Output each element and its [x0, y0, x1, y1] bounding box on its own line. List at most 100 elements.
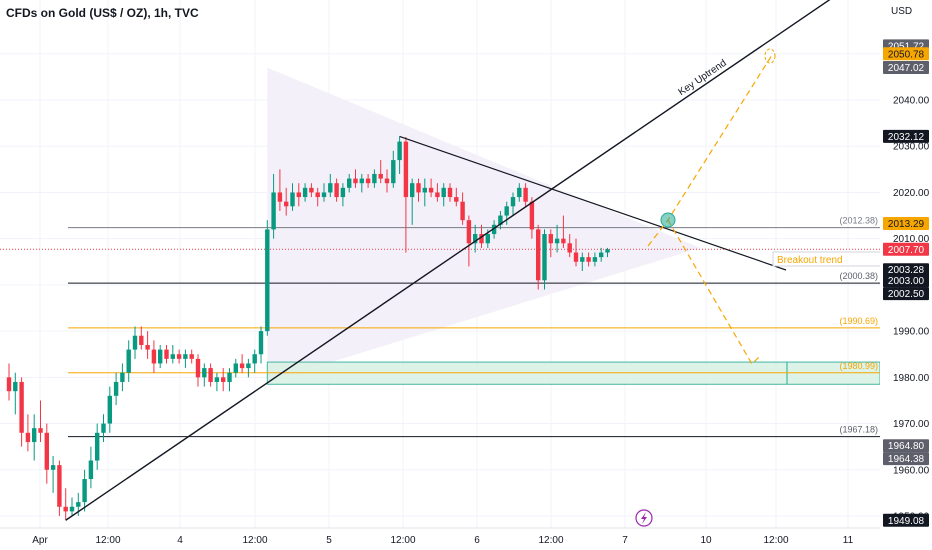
candle-body: [302, 187, 308, 198]
candle-body: [586, 257, 591, 262]
candle-body: [340, 187, 346, 198]
candle-body: [113, 381, 119, 396]
triangle-pattern-shading: [267, 67, 700, 382]
candle-body: [170, 354, 175, 359]
candle-body: [479, 234, 484, 244]
candle-body: [63, 506, 68, 512]
candle-body: [88, 460, 94, 480]
candle-body: [599, 252, 604, 258]
candle-body: [19, 381, 24, 433]
price-tag-box: [883, 287, 929, 301]
level-label: (1967.18): [839, 425, 878, 435]
candle-body: [504, 206, 509, 216]
candle-body: [498, 215, 503, 225]
candle-body: [258, 331, 264, 355]
time-tick-label: 12:00: [390, 535, 415, 546]
candle-body: [365, 178, 371, 184]
candle-body: [208, 368, 213, 382]
candle-body: [233, 363, 238, 373]
price-tag-value: 2003.28: [888, 265, 925, 276]
candle-body: [107, 395, 112, 424]
candle-body: [548, 234, 553, 244]
candle-body: [132, 335, 138, 350]
candle-body: [536, 229, 541, 281]
price-tick-label: 1990.00: [893, 327, 930, 338]
price-tag-value: 2032.12: [888, 132, 925, 143]
key-uptrend-label: Key Uptrend: [677, 58, 729, 98]
price-tag-box: [883, 452, 929, 466]
candle-body: [246, 363, 251, 369]
price-tag-box: [883, 263, 929, 277]
candle-body: [529, 201, 535, 230]
candle-body: [517, 187, 522, 198]
candle-body: [542, 234, 547, 281]
candle-body: [38, 428, 43, 433]
candle-body: [347, 178, 352, 188]
candle-body: [126, 349, 131, 373]
candle-body: [410, 183, 415, 198]
candle-body: [384, 178, 390, 184]
time-tick-label: 12:00: [95, 535, 120, 546]
candle-body: [101, 423, 106, 433]
time-tick-label: 10: [700, 535, 712, 546]
price-tag-box: [883, 47, 929, 61]
candle-body: [290, 192, 295, 207]
key-uptrend-line[interactable]: [65, 0, 838, 521]
price-tag-value: 1964.80: [888, 441, 925, 452]
candle-body: [214, 377, 220, 382]
price-tag-value: 2047.02: [888, 63, 925, 74]
price-tag-value: 1964.38: [888, 454, 925, 465]
price-tag-box: [883, 513, 929, 527]
candle-body: [139, 335, 144, 345]
level-label: (2012.38): [839, 216, 878, 226]
candle-body: [328, 183, 333, 193]
candle-body: [32, 428, 37, 443]
descending-trendline[interactable]: [399, 135, 787, 271]
candle-body: [573, 252, 579, 262]
candle-body: [334, 183, 339, 198]
time-axis[interactable]: Apr 12:00 4 12:00 5 12:00 6 12:00 7 10 12:00 11: [0, 527, 932, 550]
candle-body: [567, 243, 572, 253]
candle-body: [309, 187, 314, 193]
breakout-point-marker[interactable]: [660, 212, 676, 228]
candlesticks: [6, 136, 610, 521]
candle-body: [158, 349, 163, 364]
candle-body: [321, 192, 327, 198]
price-tag-value: 2007.70: [888, 245, 925, 256]
candle-body: [460, 201, 465, 221]
candle-body: [189, 354, 194, 359]
level-label: (1980.99): [839, 361, 878, 371]
price-tick-label: 2010.00: [893, 234, 930, 245]
price-tag-box: [883, 61, 929, 75]
lightning-icon[interactable]: [635, 509, 653, 527]
candle-body: [605, 249, 610, 253]
candle-body: [6, 377, 12, 392]
bearish-projection-path[interactable]: [667, 219, 761, 365]
candle-body: [441, 187, 446, 198]
price-tag-box: [883, 439, 929, 453]
level-label: (1990.69): [839, 316, 878, 326]
candle-body: [359, 178, 364, 184]
candle-body: [296, 192, 301, 198]
breakout-trend-box[interactable]: Breakout trend: [772, 251, 890, 267]
candle-body: [561, 238, 566, 244]
candle-body: [277, 192, 283, 202]
candle-body: [473, 234, 478, 244]
price-tick-label: 2030.00: [893, 142, 930, 153]
time-tick-label: Apr: [32, 535, 48, 546]
candle-body: [435, 192, 440, 198]
candle-body: [176, 354, 182, 359]
price-tag-value: 2003.00: [888, 276, 925, 287]
candle-body: [353, 178, 358, 184]
price-tag-value: 2050.78: [888, 49, 925, 60]
candle-body: [580, 257, 585, 262]
candle-body: [403, 141, 409, 198]
time-tick-label: 12:00: [538, 535, 563, 546]
candle-body: [422, 187, 427, 193]
time-tick-label: 6: [474, 535, 480, 546]
price-tag-box: [883, 216, 929, 230]
candle-body: [592, 257, 598, 262]
level-label: (2000.38): [839, 271, 878, 281]
candle-body: [397, 141, 402, 161]
